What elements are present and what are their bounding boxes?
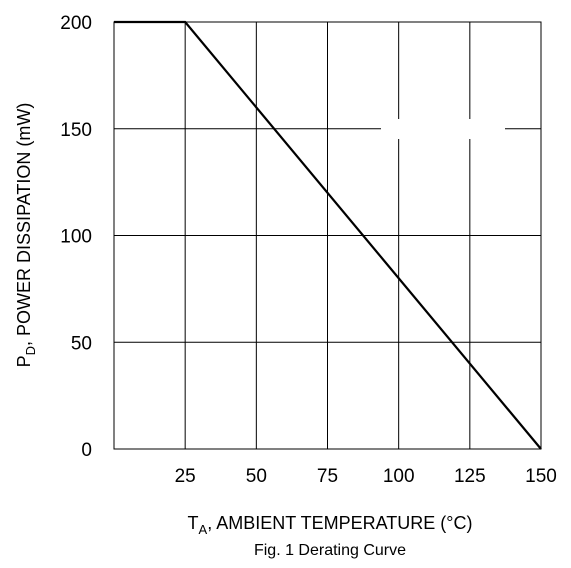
series-layer [114, 20, 542, 450]
plot-frame [113, 21, 542, 450]
x-tick-label: 100 [383, 466, 415, 487]
y-tick-labels: 0 50 100 150 200 [60, 13, 92, 461]
grid-gap-mask [381, 119, 505, 139]
derating-curve-line [114, 20, 542, 450]
x-tick-label: 50 [246, 466, 267, 487]
x-axis-label-subscript: A [199, 522, 208, 537]
y-tick-label: 200 [60, 13, 92, 34]
x-tick-label: 125 [454, 466, 486, 487]
y-tick-label: 150 [60, 120, 92, 141]
x-tick-labels: 25 50 75 100 125 150 [175, 466, 557, 487]
y-axis-label: PD, POWER DISSIPATION (mW) [14, 103, 38, 368]
x-tick-label: 25 [175, 466, 196, 487]
y-tick-label: 50 [71, 333, 92, 354]
y-axis-label-main: P [14, 355, 34, 367]
figure-caption: Fig. 1 Derating Curve [254, 542, 406, 559]
y-axis-label-rest: , POWER DISSIPATION (mW) [14, 103, 34, 346]
x-tick-label: 75 [317, 466, 338, 487]
x-axis-label-rest: , AMBIENT TEMPERATURE (°C) [207, 513, 472, 533]
x-axis-label: TA, AMBIENT TEMPERATURE (°C) [188, 513, 473, 537]
x-axis-label-main: T [188, 513, 199, 533]
y-axis-label-subscript: D [23, 346, 38, 355]
x-tick-label: 150 [525, 466, 557, 487]
grid [114, 22, 541, 449]
y-tick-label: 100 [60, 227, 92, 248]
grid-gaps [381, 119, 505, 139]
y-tick-label: 0 [81, 440, 92, 461]
